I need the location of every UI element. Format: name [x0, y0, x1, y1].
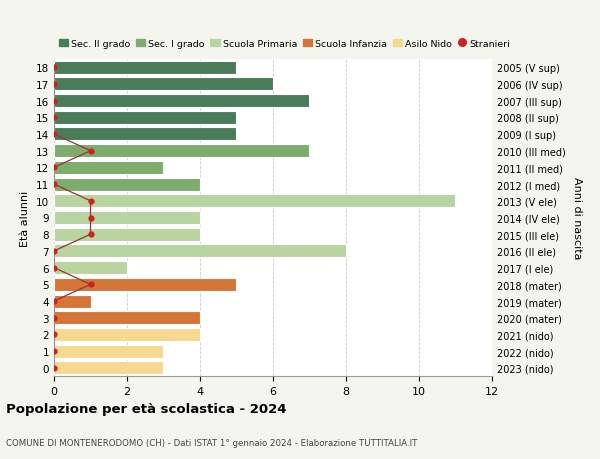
Bar	[54, 245, 346, 258]
Bar	[54, 212, 200, 224]
Bar	[54, 145, 310, 158]
Bar	[54, 78, 273, 91]
Bar	[54, 262, 127, 274]
Bar	[54, 162, 163, 174]
Bar	[54, 128, 236, 141]
Bar	[54, 278, 236, 291]
Legend: Sec. II grado, Sec. I grado, Scuola Primaria, Scuola Infanzia, Asilo Nido, Stran: Sec. II grado, Sec. I grado, Scuola Prim…	[59, 39, 511, 49]
Bar	[54, 328, 200, 341]
Bar	[54, 345, 163, 358]
Bar	[54, 295, 91, 308]
Bar	[54, 62, 236, 74]
Bar	[54, 362, 163, 375]
Bar	[54, 95, 310, 108]
Y-axis label: Età alunni: Età alunni	[20, 190, 31, 246]
Bar	[54, 195, 455, 208]
Text: COMUNE DI MONTENERODOMO (CH) - Dati ISTAT 1° gennaio 2024 - Elaborazione TUTTITA: COMUNE DI MONTENERODOMO (CH) - Dati ISTA…	[6, 438, 418, 448]
Bar	[54, 228, 200, 241]
Bar	[54, 112, 236, 124]
Bar	[54, 312, 200, 325]
Y-axis label: Anni di nascita: Anni di nascita	[572, 177, 582, 259]
Bar	[54, 178, 200, 191]
Text: Popolazione per età scolastica - 2024: Popolazione per età scolastica - 2024	[6, 403, 287, 415]
